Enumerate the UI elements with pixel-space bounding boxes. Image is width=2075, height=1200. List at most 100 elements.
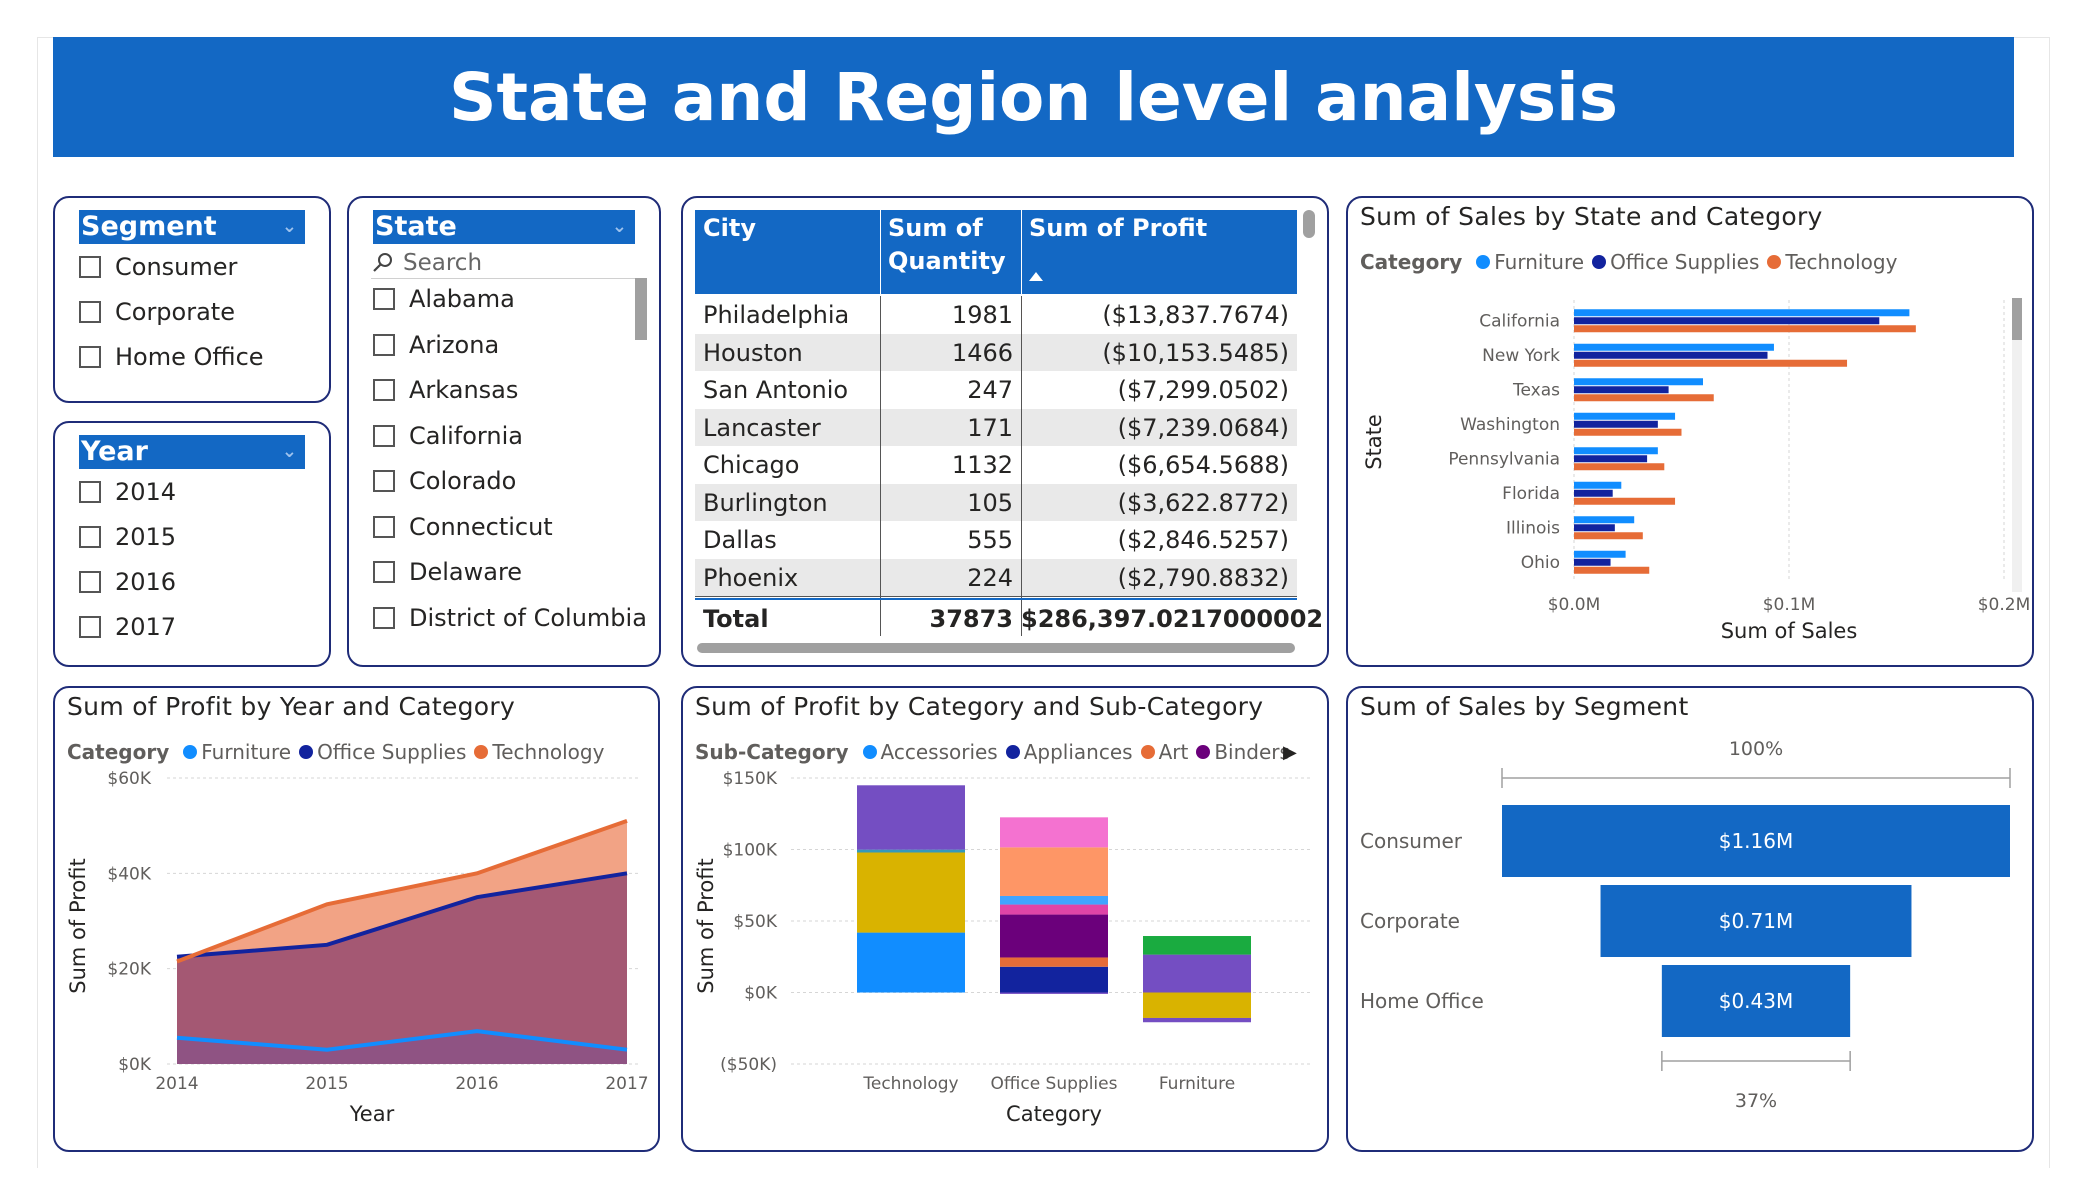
legend-item-art[interactable]: Art bbox=[1140, 740, 1188, 764]
checkbox[interactable] bbox=[373, 333, 395, 356]
chevron-down-icon[interactable]: ⌄ bbox=[611, 216, 627, 237]
checkbox[interactable] bbox=[373, 379, 395, 401]
legend-item-furniture[interactable]: Furniture bbox=[1476, 250, 1584, 274]
year-option[interactable]: 2014 bbox=[79, 475, 176, 509]
bar[interactable] bbox=[1574, 317, 1880, 325]
chevron-down-icon[interactable]: ⌄ bbox=[281, 441, 297, 462]
checkbox[interactable] bbox=[79, 571, 101, 593]
bar[interactable] bbox=[1574, 524, 1615, 532]
state-slicer-scrollbar[interactable] bbox=[635, 278, 647, 340]
column-header[interactable]: Sum of Profit bbox=[1029, 214, 1208, 242]
stack-segment[interactable] bbox=[1000, 904, 1108, 915]
bar[interactable] bbox=[1574, 343, 1774, 351]
stack-segment[interactable] bbox=[857, 852, 965, 933]
state-option[interactable]: Colorado bbox=[373, 464, 516, 498]
column-header[interactable]: Quantity bbox=[888, 247, 1006, 275]
stack-segment[interactable] bbox=[1143, 1017, 1251, 1023]
checkbox[interactable] bbox=[373, 561, 395, 583]
bar[interactable] bbox=[1574, 566, 1650, 574]
funnel-bar[interactable] bbox=[1661, 965, 1851, 1037]
segment-slicer-header[interactable]: Segment ⌄ bbox=[79, 210, 305, 244]
bar[interactable] bbox=[1574, 386, 1669, 394]
area-office-supplies[interactable] bbox=[177, 873, 627, 1064]
checkbox[interactable] bbox=[79, 481, 101, 503]
bar[interactable] bbox=[1574, 532, 1643, 540]
checkbox[interactable] bbox=[373, 515, 395, 538]
state-search[interactable]: Search bbox=[371, 248, 641, 279]
bar[interactable] bbox=[1574, 516, 1635, 524]
bar[interactable] bbox=[1574, 447, 1658, 455]
bar[interactable] bbox=[1574, 550, 1626, 558]
year-option[interactable]: 2015 bbox=[79, 520, 176, 554]
bar[interactable] bbox=[1574, 394, 1714, 402]
year-option[interactable]: 2016 bbox=[79, 565, 176, 599]
bar[interactable] bbox=[1574, 428, 1682, 436]
bar[interactable] bbox=[1574, 325, 1916, 333]
line-technology[interactable] bbox=[176, 819, 628, 964]
stack-segment[interactable] bbox=[1000, 817, 1108, 848]
table-row[interactable] bbox=[695, 521, 1297, 560]
legend-next-arrow-icon[interactable]: ▶ bbox=[1283, 742, 1297, 763]
stack-segment[interactable] bbox=[857, 932, 965, 993]
state-option[interactable]: Arkansas bbox=[373, 373, 518, 407]
line-office-supplies[interactable] bbox=[176, 871, 628, 959]
table-row[interactable] bbox=[695, 558, 1297, 597]
bar[interactable] bbox=[1574, 412, 1676, 420]
legend-item-furniture[interactable]: Furniture bbox=[183, 740, 291, 764]
bar[interactable] bbox=[1574, 351, 1768, 359]
bar[interactable] bbox=[1574, 359, 1848, 367]
legend-item-technology[interactable]: Technology bbox=[474, 740, 604, 764]
stack-segment[interactable] bbox=[1000, 847, 1108, 896]
bar[interactable] bbox=[1574, 481, 1622, 489]
state-slicer-header[interactable]: State ⌄ bbox=[373, 210, 635, 244]
year-option[interactable]: 2017 bbox=[79, 610, 176, 644]
legend-item-binders[interactable]: Binders bbox=[1196, 740, 1290, 764]
state-option[interactable]: California bbox=[373, 419, 523, 453]
checkbox[interactable] bbox=[79, 526, 101, 548]
checkbox[interactable] bbox=[79, 616, 101, 638]
table-row[interactable] bbox=[695, 296, 1297, 335]
checkbox[interactable] bbox=[373, 470, 395, 492]
stack-segment[interactable] bbox=[1000, 957, 1108, 967]
chart-scrollbar-track[interactable] bbox=[2012, 298, 2022, 592]
segment-option[interactable]: Corporate bbox=[79, 295, 235, 329]
bar[interactable] bbox=[1574, 309, 1910, 317]
column-header[interactable]: Sum of bbox=[888, 214, 983, 242]
checkbox[interactable] bbox=[79, 256, 101, 278]
segment-option[interactable]: Home Office bbox=[79, 340, 264, 374]
bar[interactable] bbox=[1574, 420, 1658, 428]
legend-item-accessories[interactable]: Accessories bbox=[862, 740, 998, 764]
year-slicer-header[interactable]: Year ⌄ bbox=[79, 435, 305, 469]
funnel-bar[interactable] bbox=[1600, 885, 1912, 957]
bar[interactable] bbox=[1574, 378, 1703, 386]
checkbox[interactable] bbox=[373, 424, 395, 447]
table-horizontal-scrollbar[interactable] bbox=[697, 643, 1295, 653]
stack-segment[interactable] bbox=[857, 785, 965, 850]
table-row[interactable] bbox=[695, 446, 1297, 485]
stack-segment[interactable] bbox=[1000, 966, 1108, 993]
sort-ascending-icon[interactable] bbox=[1029, 272, 1043, 281]
checkbox[interactable] bbox=[79, 346, 101, 368]
table-row[interactable] bbox=[695, 408, 1297, 447]
checkbox[interactable] bbox=[373, 288, 395, 310]
search-input[interactable]: Search bbox=[403, 250, 483, 276]
table-vertical-scrollbar[interactable] bbox=[1303, 210, 1315, 238]
legend-item-appliances[interactable]: Appliances bbox=[1005, 740, 1133, 764]
state-option[interactable]: Delaware bbox=[373, 555, 522, 589]
stack-segment[interactable] bbox=[1143, 954, 1251, 993]
legend-item-office-supplies[interactable]: Office Supplies bbox=[1592, 250, 1759, 274]
legend-item-technology[interactable]: Technology bbox=[1767, 250, 1897, 274]
area-furniture[interactable] bbox=[177, 1031, 627, 1064]
checkbox[interactable] bbox=[373, 606, 395, 629]
stack-segment[interactable] bbox=[1143, 936, 1251, 955]
stack-segment[interactable] bbox=[1000, 992, 1108, 994]
chart-scrollbar-thumb[interactable] bbox=[2012, 298, 2022, 340]
bar[interactable] bbox=[1574, 558, 1611, 566]
table-row[interactable] bbox=[695, 333, 1297, 372]
column-header[interactable]: City bbox=[703, 214, 756, 242]
funnel-bar[interactable] bbox=[1502, 805, 2010, 877]
chevron-down-icon[interactable]: ⌄ bbox=[281, 216, 297, 237]
checkbox[interactable] bbox=[79, 301, 101, 323]
state-option[interactable]: Alabama bbox=[373, 282, 515, 316]
state-option[interactable]: District of Columbia bbox=[373, 601, 647, 635]
